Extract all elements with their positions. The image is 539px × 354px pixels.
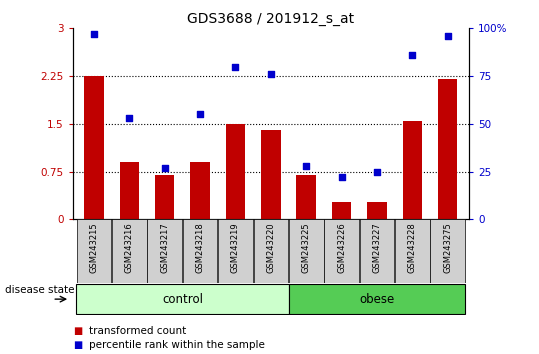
FancyBboxPatch shape xyxy=(324,219,359,283)
Text: percentile rank within the sample: percentile rank within the sample xyxy=(89,340,265,350)
FancyBboxPatch shape xyxy=(360,219,395,283)
FancyBboxPatch shape xyxy=(289,219,323,283)
Title: GDS3688 / 201912_s_at: GDS3688 / 201912_s_at xyxy=(187,12,355,26)
Point xyxy=(161,165,169,171)
FancyBboxPatch shape xyxy=(395,219,430,283)
Point xyxy=(267,72,275,77)
Text: GSM243225: GSM243225 xyxy=(302,223,310,273)
FancyBboxPatch shape xyxy=(218,219,253,283)
Text: GSM243216: GSM243216 xyxy=(125,223,134,273)
Bar xyxy=(155,175,175,219)
Text: ■: ■ xyxy=(73,326,82,336)
Text: control: control xyxy=(162,293,203,306)
Bar xyxy=(332,202,351,219)
Text: GSM243218: GSM243218 xyxy=(196,223,205,273)
Text: GSM243215: GSM243215 xyxy=(89,223,99,273)
Point xyxy=(337,175,346,180)
Point xyxy=(231,64,240,69)
Text: disease state: disease state xyxy=(5,285,75,295)
FancyBboxPatch shape xyxy=(77,219,112,283)
Bar xyxy=(190,162,210,219)
Point xyxy=(89,31,98,37)
Text: ■: ■ xyxy=(73,340,82,350)
FancyBboxPatch shape xyxy=(147,219,182,283)
FancyBboxPatch shape xyxy=(77,284,288,314)
Text: GSM243217: GSM243217 xyxy=(160,223,169,273)
Text: GSM243275: GSM243275 xyxy=(443,223,452,273)
FancyBboxPatch shape xyxy=(112,219,147,283)
Point xyxy=(372,169,381,175)
FancyBboxPatch shape xyxy=(183,219,217,283)
Bar xyxy=(261,130,281,219)
Text: GSM243227: GSM243227 xyxy=(372,223,382,273)
Text: GSM243228: GSM243228 xyxy=(408,223,417,273)
Bar xyxy=(120,162,139,219)
FancyBboxPatch shape xyxy=(288,284,465,314)
FancyBboxPatch shape xyxy=(430,219,465,283)
Bar xyxy=(367,202,386,219)
Point xyxy=(302,163,310,169)
FancyBboxPatch shape xyxy=(253,219,288,283)
Point xyxy=(196,112,204,117)
Point xyxy=(408,52,417,58)
Point xyxy=(444,33,452,39)
Text: GSM243226: GSM243226 xyxy=(337,223,346,273)
Text: transformed count: transformed count xyxy=(89,326,186,336)
Text: GSM243220: GSM243220 xyxy=(266,223,275,273)
Bar xyxy=(438,79,458,219)
Text: obese: obese xyxy=(360,293,395,306)
Bar xyxy=(403,121,422,219)
Bar xyxy=(226,124,245,219)
Point xyxy=(125,115,134,121)
Text: GSM243219: GSM243219 xyxy=(231,223,240,273)
Bar xyxy=(84,76,103,219)
Bar xyxy=(296,175,316,219)
